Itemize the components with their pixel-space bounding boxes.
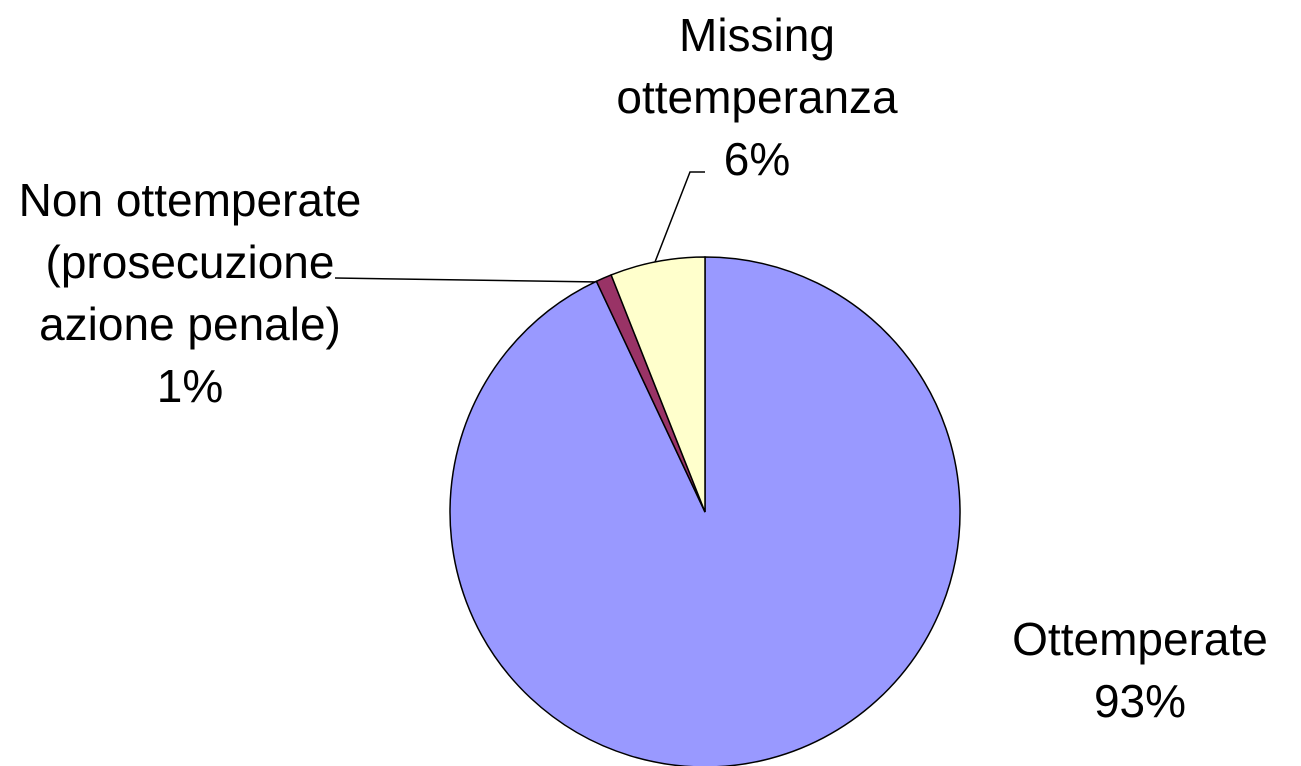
value-label: 1% — [156, 360, 224, 412]
pie-slice — [610, 256, 706, 513]
category-label: Missing ottemperanza — [616, 9, 898, 123]
category-label: Ottemperate — [1012, 613, 1268, 665]
slice-label: Ottemperate 93% — [990, 608, 1290, 732]
value-label: 93% — [1093, 675, 1187, 727]
category-label: Non ottemperate (prosecuzione azione pen… — [18, 174, 362, 350]
value-label: 6% — [723, 133, 791, 185]
leader-line — [334, 277, 601, 283]
leader-line — [654, 171, 705, 263]
slice-label: Missing ottemperanza 6% — [557, 4, 957, 190]
slice-label: Non ottemperate (prosecuzione azione pen… — [10, 169, 370, 417]
